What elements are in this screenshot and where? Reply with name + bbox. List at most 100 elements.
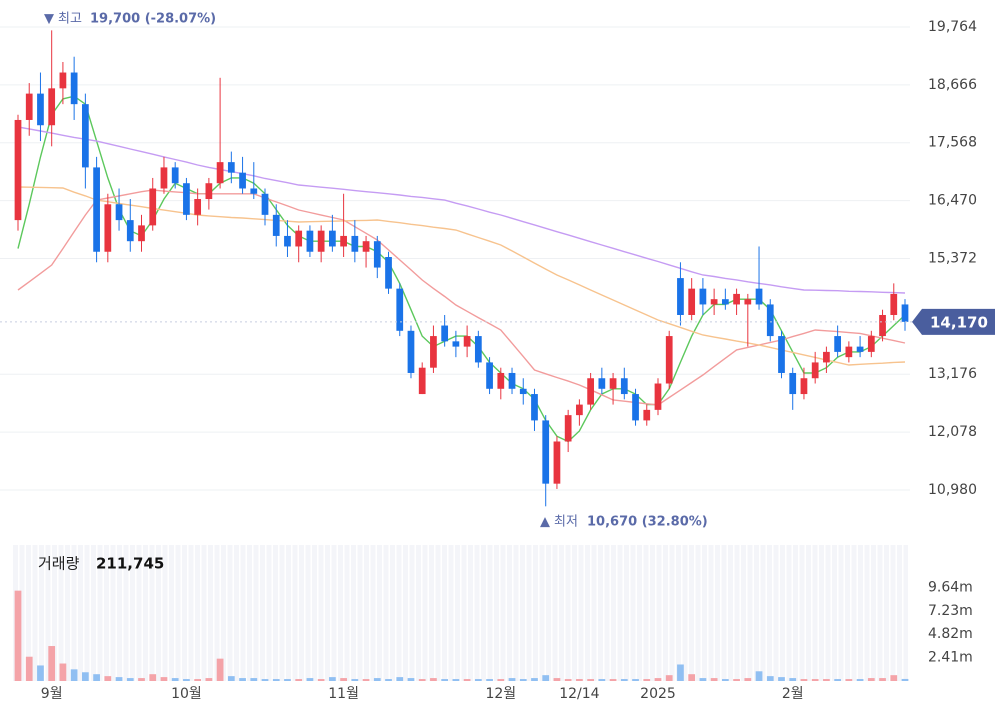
- volume-bar: [351, 679, 359, 681]
- volume-bar: [755, 671, 763, 681]
- candle-body: [239, 172, 246, 189]
- candle-body: [329, 230, 336, 247]
- volume-tick-label: 7.23m: [928, 603, 973, 619]
- x-tick-label: 9월: [41, 686, 63, 702]
- candle-body: [643, 409, 651, 421]
- volume-bar: [407, 678, 415, 681]
- candle-body: [463, 336, 471, 347]
- volume-bar: [284, 679, 291, 681]
- candle-body: [665, 336, 673, 384]
- candle-body: [115, 204, 123, 221]
- last-price-label: 14,170: [930, 313, 988, 331]
- volume-bar: [227, 676, 235, 681]
- candle-body: [553, 441, 561, 484]
- candle-body: [789, 372, 797, 395]
- candle-body: [879, 314, 886, 337]
- y-tick-label: 18,666: [928, 77, 977, 93]
- candle-body: [407, 330, 415, 373]
- volume-bar: [59, 663, 67, 681]
- candle-body: [710, 299, 718, 305]
- volume-bar: [317, 679, 325, 681]
- volume-bar: [385, 679, 392, 681]
- candle-body: [284, 235, 291, 247]
- volume-bar: [654, 678, 662, 681]
- volume-bar: [553, 678, 561, 681]
- volume-bar: [677, 664, 684, 681]
- candle-body: [37, 93, 44, 126]
- volume-value: 211,745: [96, 555, 164, 573]
- volume-bar: [576, 679, 583, 681]
- candle-body: [373, 241, 381, 268]
- candle-body: [171, 167, 179, 184]
- moving-averages: [17, 95, 906, 443]
- candles: [14, 30, 909, 681]
- candle-body: [901, 304, 909, 322]
- volume-bar: [879, 678, 886, 681]
- volume-bar: [48, 646, 56, 681]
- volume-bar: [250, 678, 258, 681]
- candle-body: [441, 325, 449, 342]
- volume-title: 거래량: [38, 555, 80, 573]
- volume-bar: [430, 678, 437, 681]
- candle-body: [149, 188, 157, 226]
- candle-body: [306, 230, 314, 252]
- volume-bar: [14, 590, 22, 681]
- volume-bar: [441, 679, 449, 681]
- volume-bar: [542, 675, 550, 681]
- candle-body: [587, 378, 594, 405]
- candle-body: [755, 288, 763, 305]
- volume-bar: [778, 677, 785, 681]
- volume-bar: [845, 679, 853, 681]
- volume-bar: [81, 672, 89, 681]
- volume-bar: [508, 678, 516, 681]
- candle-body: [59, 72, 67, 89]
- volume-bar: [665, 675, 673, 681]
- volume-bar: [138, 678, 145, 681]
- volume-bar: [452, 679, 460, 681]
- volume-bar: [272, 679, 280, 681]
- candle-body: [721, 299, 729, 305]
- candle-body: [778, 336, 785, 373]
- volume-bar: [800, 679, 808, 681]
- x-tick-label: 11월: [328, 686, 359, 702]
- volume-bar: [688, 674, 696, 681]
- candle-body: [272, 214, 280, 236]
- volume-bar: [160, 677, 168, 681]
- candle-body: [48, 88, 56, 126]
- volume-bar: [632, 679, 639, 681]
- volume-bar: [93, 674, 100, 681]
- candle-body: [542, 420, 550, 484]
- candle-body: [362, 241, 370, 252]
- candle-body: [418, 367, 426, 395]
- candle-body: [474, 336, 482, 363]
- y-tick-label: 17,568: [928, 135, 977, 151]
- candle-body: [890, 293, 898, 315]
- candle-body: [227, 162, 235, 173]
- grid: [0, 26, 910, 491]
- volume-bar: [519, 679, 527, 681]
- volume-bar: [463, 679, 471, 681]
- volume-bar: [766, 676, 774, 681]
- high-value: 19,700 (-28.07%): [90, 12, 216, 27]
- volume-tick-label: 2.41m: [928, 650, 973, 666]
- moving-average-line: [17, 95, 906, 443]
- volume-bar: [486, 679, 493, 681]
- candle-body: [261, 193, 269, 215]
- candle-body: [598, 378, 606, 389]
- volume-bar: [362, 679, 370, 681]
- candle-body: [823, 351, 830, 363]
- volume-bar: [115, 677, 123, 681]
- candle-body: [25, 93, 33, 120]
- volume-bar: [216, 658, 224, 681]
- volume-bar: [497, 679, 505, 681]
- candle-body: [834, 336, 842, 352]
- candle-body: [531, 394, 538, 421]
- volume-bar: [373, 678, 381, 681]
- volume-bar: [823, 679, 830, 681]
- volume-bar: [643, 679, 651, 681]
- volume-bar: [721, 679, 729, 681]
- x-tick-label: 12월: [485, 686, 516, 702]
- x-tick-label: 2025: [640, 686, 676, 702]
- candle-body: [183, 183, 190, 215]
